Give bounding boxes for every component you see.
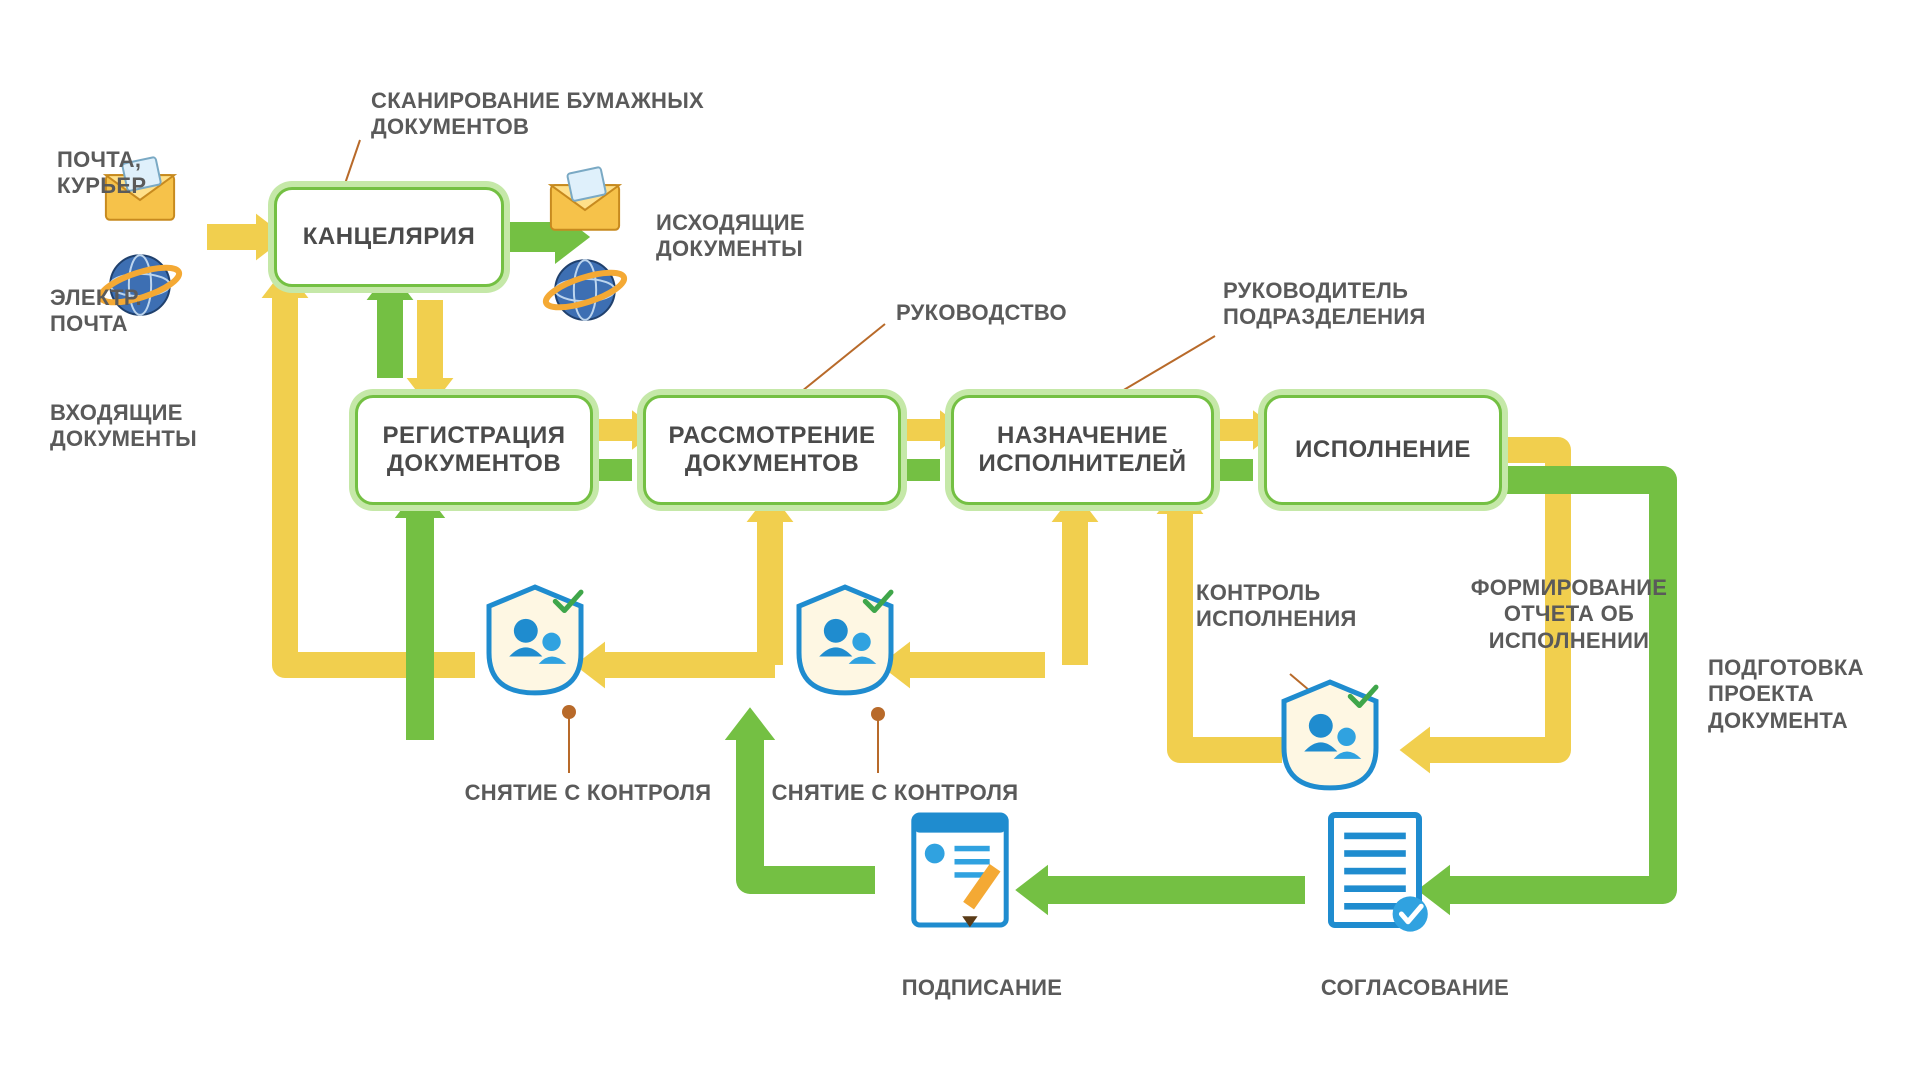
label-email: ЭЛЕКТР. ПОЧТА — [50, 285, 200, 338]
label-mgmt: РУКОВОДСТВО — [896, 300, 1116, 326]
node-review: РАССМОТРЕНИЕ ДОКУМЕНТОВ — [643, 395, 901, 505]
label-approve: СОГЛАСОВАНИЕ — [1290, 975, 1540, 1001]
label-sign: ПОДПИСАНИЕ — [872, 975, 1092, 1001]
label-mail: ПОЧТА, КУРЬЕР — [57, 147, 217, 200]
node-chancery: КАНЦЕЛЯРИЯ — [274, 187, 504, 287]
label-report: ФОРМИРОВАНИЕ ОТЧЕТА ОБ ИСПОЛНЕНИИ — [1429, 575, 1709, 654]
label-ctrl2: СНЯТИЕ С КОНТРОЛЯ — [755, 780, 1035, 806]
label-scan: СКАНИРОВАНИЕ БУМАЖНЫХ ДОКУМЕНТОВ — [371, 88, 791, 141]
node-reg: РЕГИСТРАЦИЯ ДОКУМЕНТОВ — [355, 395, 593, 505]
label-ctrl1: СНЯТИЕ С КОНТРОЛЯ — [448, 780, 728, 806]
icons-layer — [0, 0, 1920, 1080]
label-outgoing: ИСХОДЯЩИЕ ДОКУМЕНТЫ — [656, 210, 886, 263]
node-exec: ИСПОЛНЕНИЕ — [1264, 395, 1502, 505]
label-incoming: ВХОДЯЩИЕ ДОКУМЕНТЫ — [50, 400, 280, 453]
label-draft: ПОДГОТОВКА ПРОЕКТА ДОКУМЕНТА — [1708, 655, 1920, 734]
label-dept: РУКОВОДИТЕЛЬ ПОДРАЗДЕЛЕНИЯ — [1223, 278, 1523, 331]
label-ctrlexec: КОНТРОЛЬ ИСПОЛНЕНИЯ — [1196, 580, 1436, 633]
node-assign: НАЗНАЧЕНИЕ ИСПОЛНИТЕЛЕЙ — [951, 395, 1214, 505]
